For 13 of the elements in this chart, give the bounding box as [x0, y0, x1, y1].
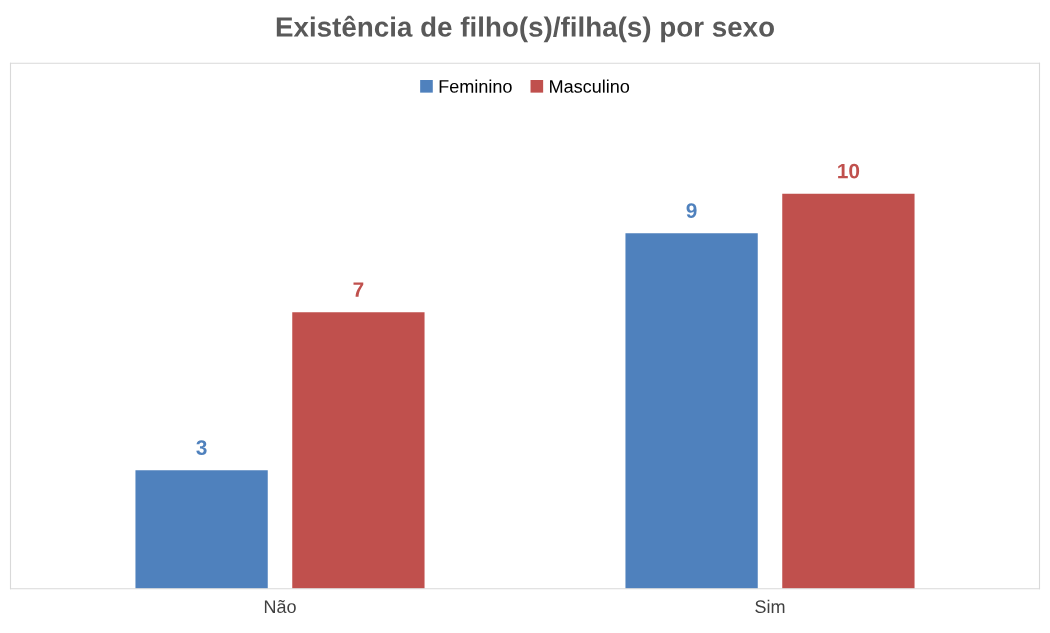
data-label: 9 [686, 203, 697, 218]
legend-label: Masculino [550, 79, 630, 93]
legend-label: Feminino [439, 79, 512, 93]
bar [135, 470, 268, 589]
bar [625, 233, 758, 589]
data-label: 3 [196, 440, 207, 455]
chart-title: Existência de filho(s)/filha(s) por sexo [276, 15, 774, 43]
data-label: 10 [838, 163, 860, 179]
x-tick-label: Não [264, 599, 296, 614]
bar [292, 312, 425, 589]
bar [782, 193, 915, 589]
x-tick-label: Sim [755, 599, 785, 614]
data-label: 7 [353, 282, 364, 297]
